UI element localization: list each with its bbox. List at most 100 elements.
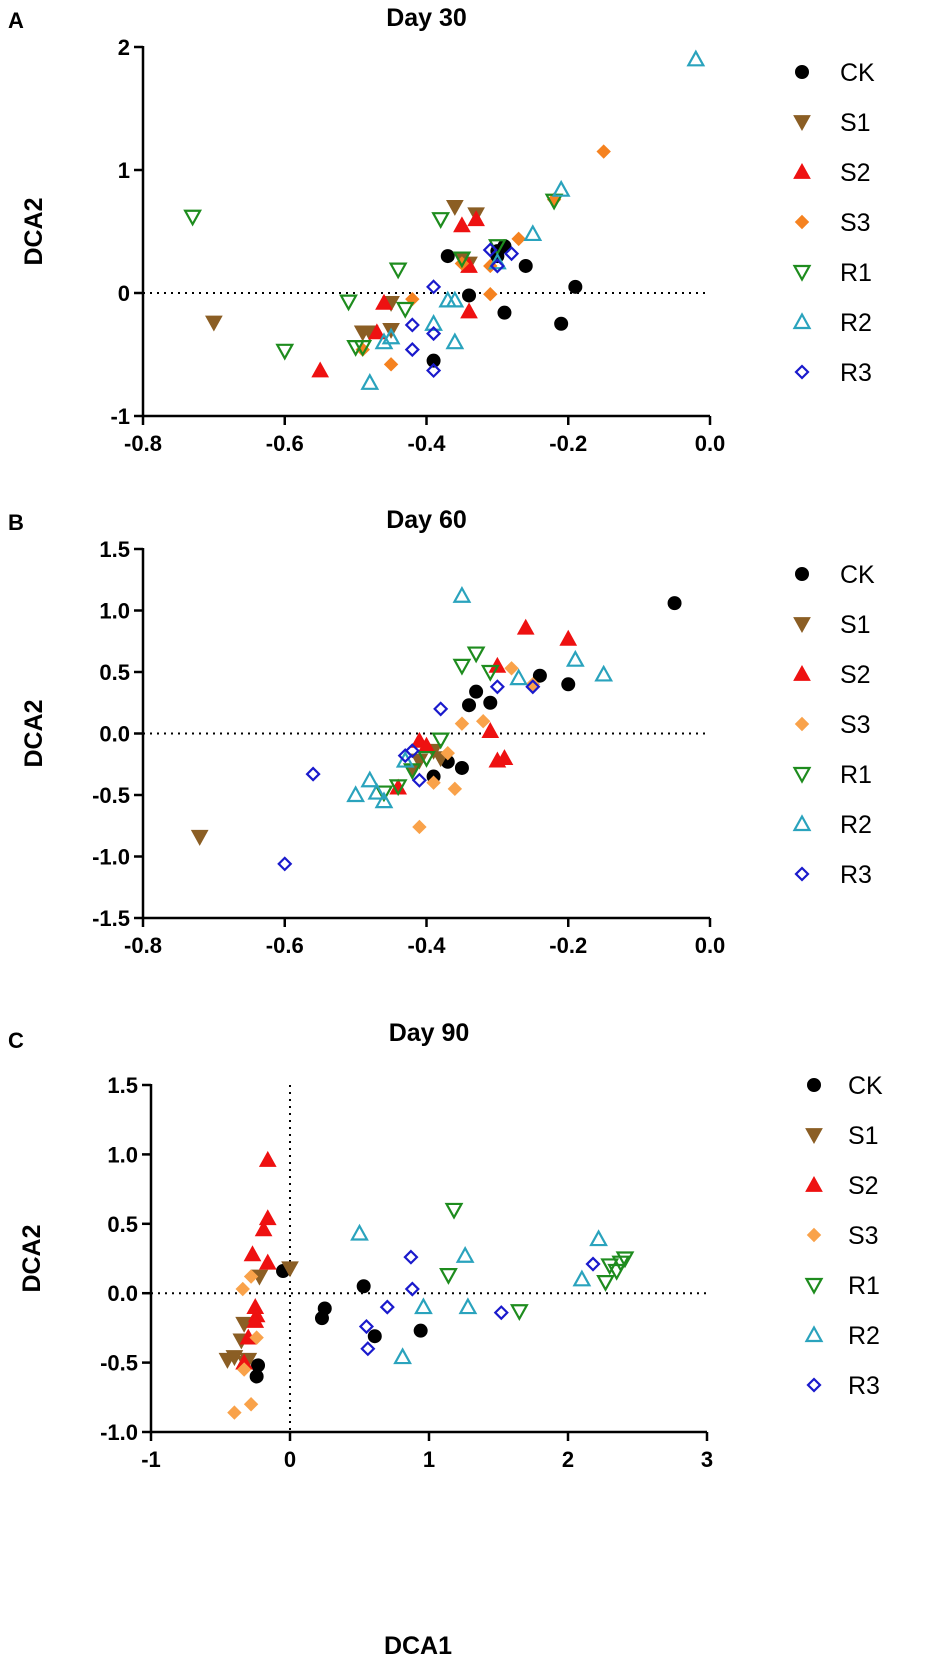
- x-tick-label: -0.2: [549, 933, 587, 958]
- point-s2: [495, 749, 514, 765]
- legend-marker-ck: [795, 567, 809, 581]
- point-r3: [404, 317, 420, 333]
- chart-title: Day 60: [386, 506, 467, 534]
- y-tick-label: 1: [118, 158, 130, 183]
- point-s2: [258, 1253, 277, 1270]
- x-tick-label: -0.6: [266, 933, 304, 958]
- point-ck: [568, 279, 583, 294]
- legend-marker-r1: [792, 766, 812, 784]
- legend: CK S1 S2 S3 R1 R2 R3: [792, 561, 875, 889]
- point-s2: [453, 216, 471, 233]
- x-tick-label: -0.4: [408, 933, 447, 958]
- point-r2: [360, 373, 380, 390]
- series-r3: [404, 242, 520, 379]
- y-tick-label: -1: [110, 404, 130, 429]
- point-s2: [516, 618, 535, 635]
- x-tick-label: -0.8: [124, 933, 162, 958]
- series-r2: [346, 585, 614, 809]
- panel-letter: C: [8, 1028, 24, 1053]
- series-r2: [360, 49, 706, 390]
- point-s2: [311, 361, 330, 378]
- point-r2: [414, 1297, 433, 1315]
- legend-label-s1: S1: [848, 1122, 879, 1150]
- point-s2: [467, 210, 485, 227]
- point-r1: [388, 779, 408, 797]
- point-ck: [249, 1369, 264, 1384]
- point-r1: [439, 1268, 458, 1285]
- point-ck: [314, 1311, 329, 1326]
- x-tick-label: 0.0: [695, 933, 726, 958]
- y-tick-label: 1.5: [99, 537, 130, 562]
- point-s3: [235, 1281, 250, 1297]
- point-s2: [258, 1150, 277, 1167]
- legend-marker-r2: [792, 814, 812, 832]
- point-r2: [445, 290, 465, 308]
- y-axis-label: DCA2: [18, 1224, 46, 1292]
- point-r3: [360, 1341, 376, 1357]
- chart-panel-c: C Day 90 DCA2 -1.0 -0.5 0.0 0.5 1.0 1.5 -1 0 1 2 3 CK S…: [8, 1019, 883, 1472]
- legend: CK S1 S2 S3 R1 R2 R3: [804, 1072, 883, 1400]
- y-tick-label: 0.5: [107, 1212, 138, 1237]
- point-r3: [277, 856, 293, 872]
- point-ck: [426, 353, 441, 368]
- point-s1: [190, 829, 209, 846]
- point-ck: [561, 677, 576, 692]
- point-s1: [205, 315, 223, 332]
- legend-label-r2: R2: [840, 811, 872, 839]
- point-s2: [375, 293, 393, 310]
- point-r3: [404, 342, 420, 358]
- point-r3: [358, 1318, 375, 1335]
- legend-label-ck: CK: [848, 1072, 883, 1100]
- point-s2: [258, 1209, 277, 1226]
- point-s3: [596, 144, 611, 159]
- legend-label-r2: R2: [848, 1322, 880, 1350]
- point-r3: [482, 242, 498, 258]
- point-ck: [554, 316, 569, 331]
- point-r1: [509, 1304, 529, 1322]
- legend-marker-r2: [792, 312, 812, 330]
- point-r2: [572, 1269, 592, 1287]
- legend-label-s2: S2: [848, 1172, 879, 1200]
- point-r3: [404, 743, 420, 759]
- series-ck: [426, 596, 682, 784]
- y-axis-label: DCA2: [20, 197, 48, 265]
- legend-marker-s1: [805, 1128, 823, 1145]
- shared-x-axis-label: DCA1: [384, 1632, 452, 1660]
- legend-label-r3: R3: [840, 861, 872, 889]
- point-r3: [489, 679, 505, 695]
- x-tick-label: 3: [701, 1447, 713, 1472]
- legend-label-r3: R3: [848, 1372, 880, 1400]
- y-tick-label: 0.5: [99, 660, 130, 685]
- point-r2: [393, 1347, 412, 1365]
- point-r2: [445, 332, 465, 350]
- point-r1: [480, 664, 500, 682]
- panel-letter: A: [8, 8, 24, 33]
- y-tick-label: -1.0: [100, 1420, 138, 1445]
- point-r3: [379, 1299, 395, 1315]
- point-r1: [388, 262, 408, 280]
- point-s3: [504, 661, 519, 676]
- point-r1: [596, 1274, 615, 1292]
- point-s3: [243, 1269, 259, 1284]
- series-r3: [358, 1249, 601, 1357]
- x-tick-label: -0.4: [408, 431, 447, 456]
- point-ck: [532, 668, 547, 683]
- chart-title: Day 30: [386, 4, 467, 32]
- legend: CK S1 S2 S3 R1 R2 R3: [792, 59, 875, 387]
- point-ck: [469, 684, 484, 699]
- point-r1: [183, 209, 202, 227]
- legend-marker-s2: [793, 664, 811, 681]
- point-r1: [466, 646, 486, 664]
- point-r2: [367, 782, 387, 800]
- legend-label-s1: S1: [840, 611, 871, 639]
- point-r1: [339, 294, 358, 312]
- legend-label-s2: S2: [840, 159, 871, 187]
- legend-marker-s2: [805, 1175, 823, 1192]
- legend-marker-s3: [806, 1227, 822, 1243]
- point-s3: [447, 781, 463, 797]
- point-r2: [589, 1229, 608, 1247]
- chart-panel-a: A Day 30 DCA2 -1 0 1 2 -0.8 -0.6 -0.4 -0.2 0.0 CK S1 S…: [8, 4, 875, 456]
- point-s2: [243, 1245, 262, 1262]
- x-tick-label: 1: [423, 1447, 435, 1472]
- series-s2: [311, 210, 485, 378]
